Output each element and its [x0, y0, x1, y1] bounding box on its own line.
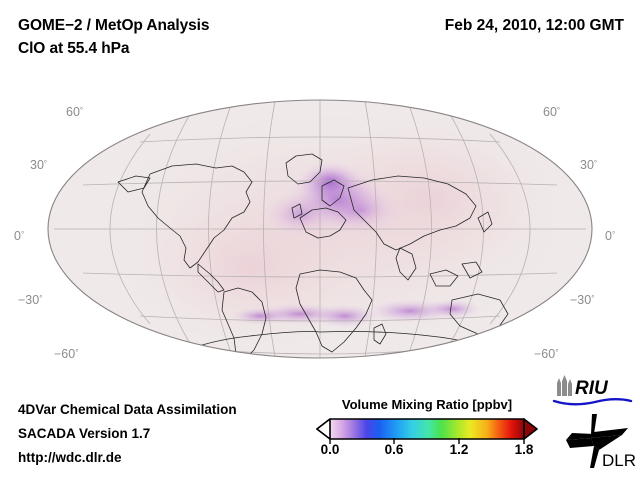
footer-line-assimilation: 4DVar Chemical Data Assimilation [18, 402, 237, 417]
dlr-wordmark: DLR [602, 451, 636, 470]
colorbar-ticks [329, 438, 525, 444]
dlr-star-icon [566, 414, 628, 468]
riu-logo: RIU [552, 375, 633, 406]
map-outline [47, 99, 593, 359]
footer-line-version: SACADA Version 1.7 [18, 426, 151, 441]
timestamp-label: Feb 24, 2010, 12:00 GMT [444, 17, 624, 34]
lat-label-right-minus30: −30° [570, 293, 595, 307]
footer-line-url[interactable]: http://wdc.dlr.de [18, 450, 122, 465]
colorbar-tick-0: 0.0 [320, 442, 340, 457]
lat-label-right-0: 0° [605, 229, 616, 243]
lat-label-right-30: 30° [580, 158, 598, 172]
global-map-panel: 60° 30° 0° −30° −60° 60° 30° 0° −30° −60° [0, 78, 640, 378]
colorbar-tick-1: 0.6 [384, 442, 404, 457]
header-title-block: GOME−2 / MetOp Analysis ClO at 55.4 hPa [18, 14, 398, 60]
map-graticule [54, 100, 586, 358]
riu-tower-icon [557, 375, 572, 396]
riu-wave-icon [552, 398, 633, 406]
colorbar-tick-3: 1.8 [514, 442, 534, 457]
colorbar-tick-labels: 0.0 0.6 1.2 1.8 [316, 442, 538, 462]
lat-label-right-60: 60° [543, 105, 561, 119]
dlr-logo: DLR [566, 414, 636, 470]
map-projection-svg [47, 99, 593, 359]
page-subtitle: ClO at 55.4 hPa [18, 40, 130, 57]
lat-label-left-0: 0° [14, 229, 25, 243]
page-title: GOME−2 / MetOp Analysis [18, 17, 210, 34]
colorbar-tick-2: 1.2 [449, 442, 469, 457]
colorbar-panel: Volume Mixing Ratio [ppbv] 0.0 0.6 1.2 1.8 [316, 396, 538, 470]
riu-wordmark: RIU [575, 378, 609, 399]
footer-text-block: 4DVar Chemical Data Assimilation SACADA … [18, 398, 318, 470]
lat-label-left-30: 30° [30, 158, 48, 172]
lat-label-left-60: 60° [66, 105, 84, 119]
lat-label-left-minus60: −60° [54, 347, 79, 361]
colorbar-title: Volume Mixing Ratio [ppbv] [341, 397, 513, 412]
colorbar-gradient [316, 418, 538, 440]
map-coastlines [117, 153, 535, 358]
lat-label-right-minus60: −60° [534, 347, 559, 361]
lat-label-left-minus30: −30° [18, 293, 43, 307]
